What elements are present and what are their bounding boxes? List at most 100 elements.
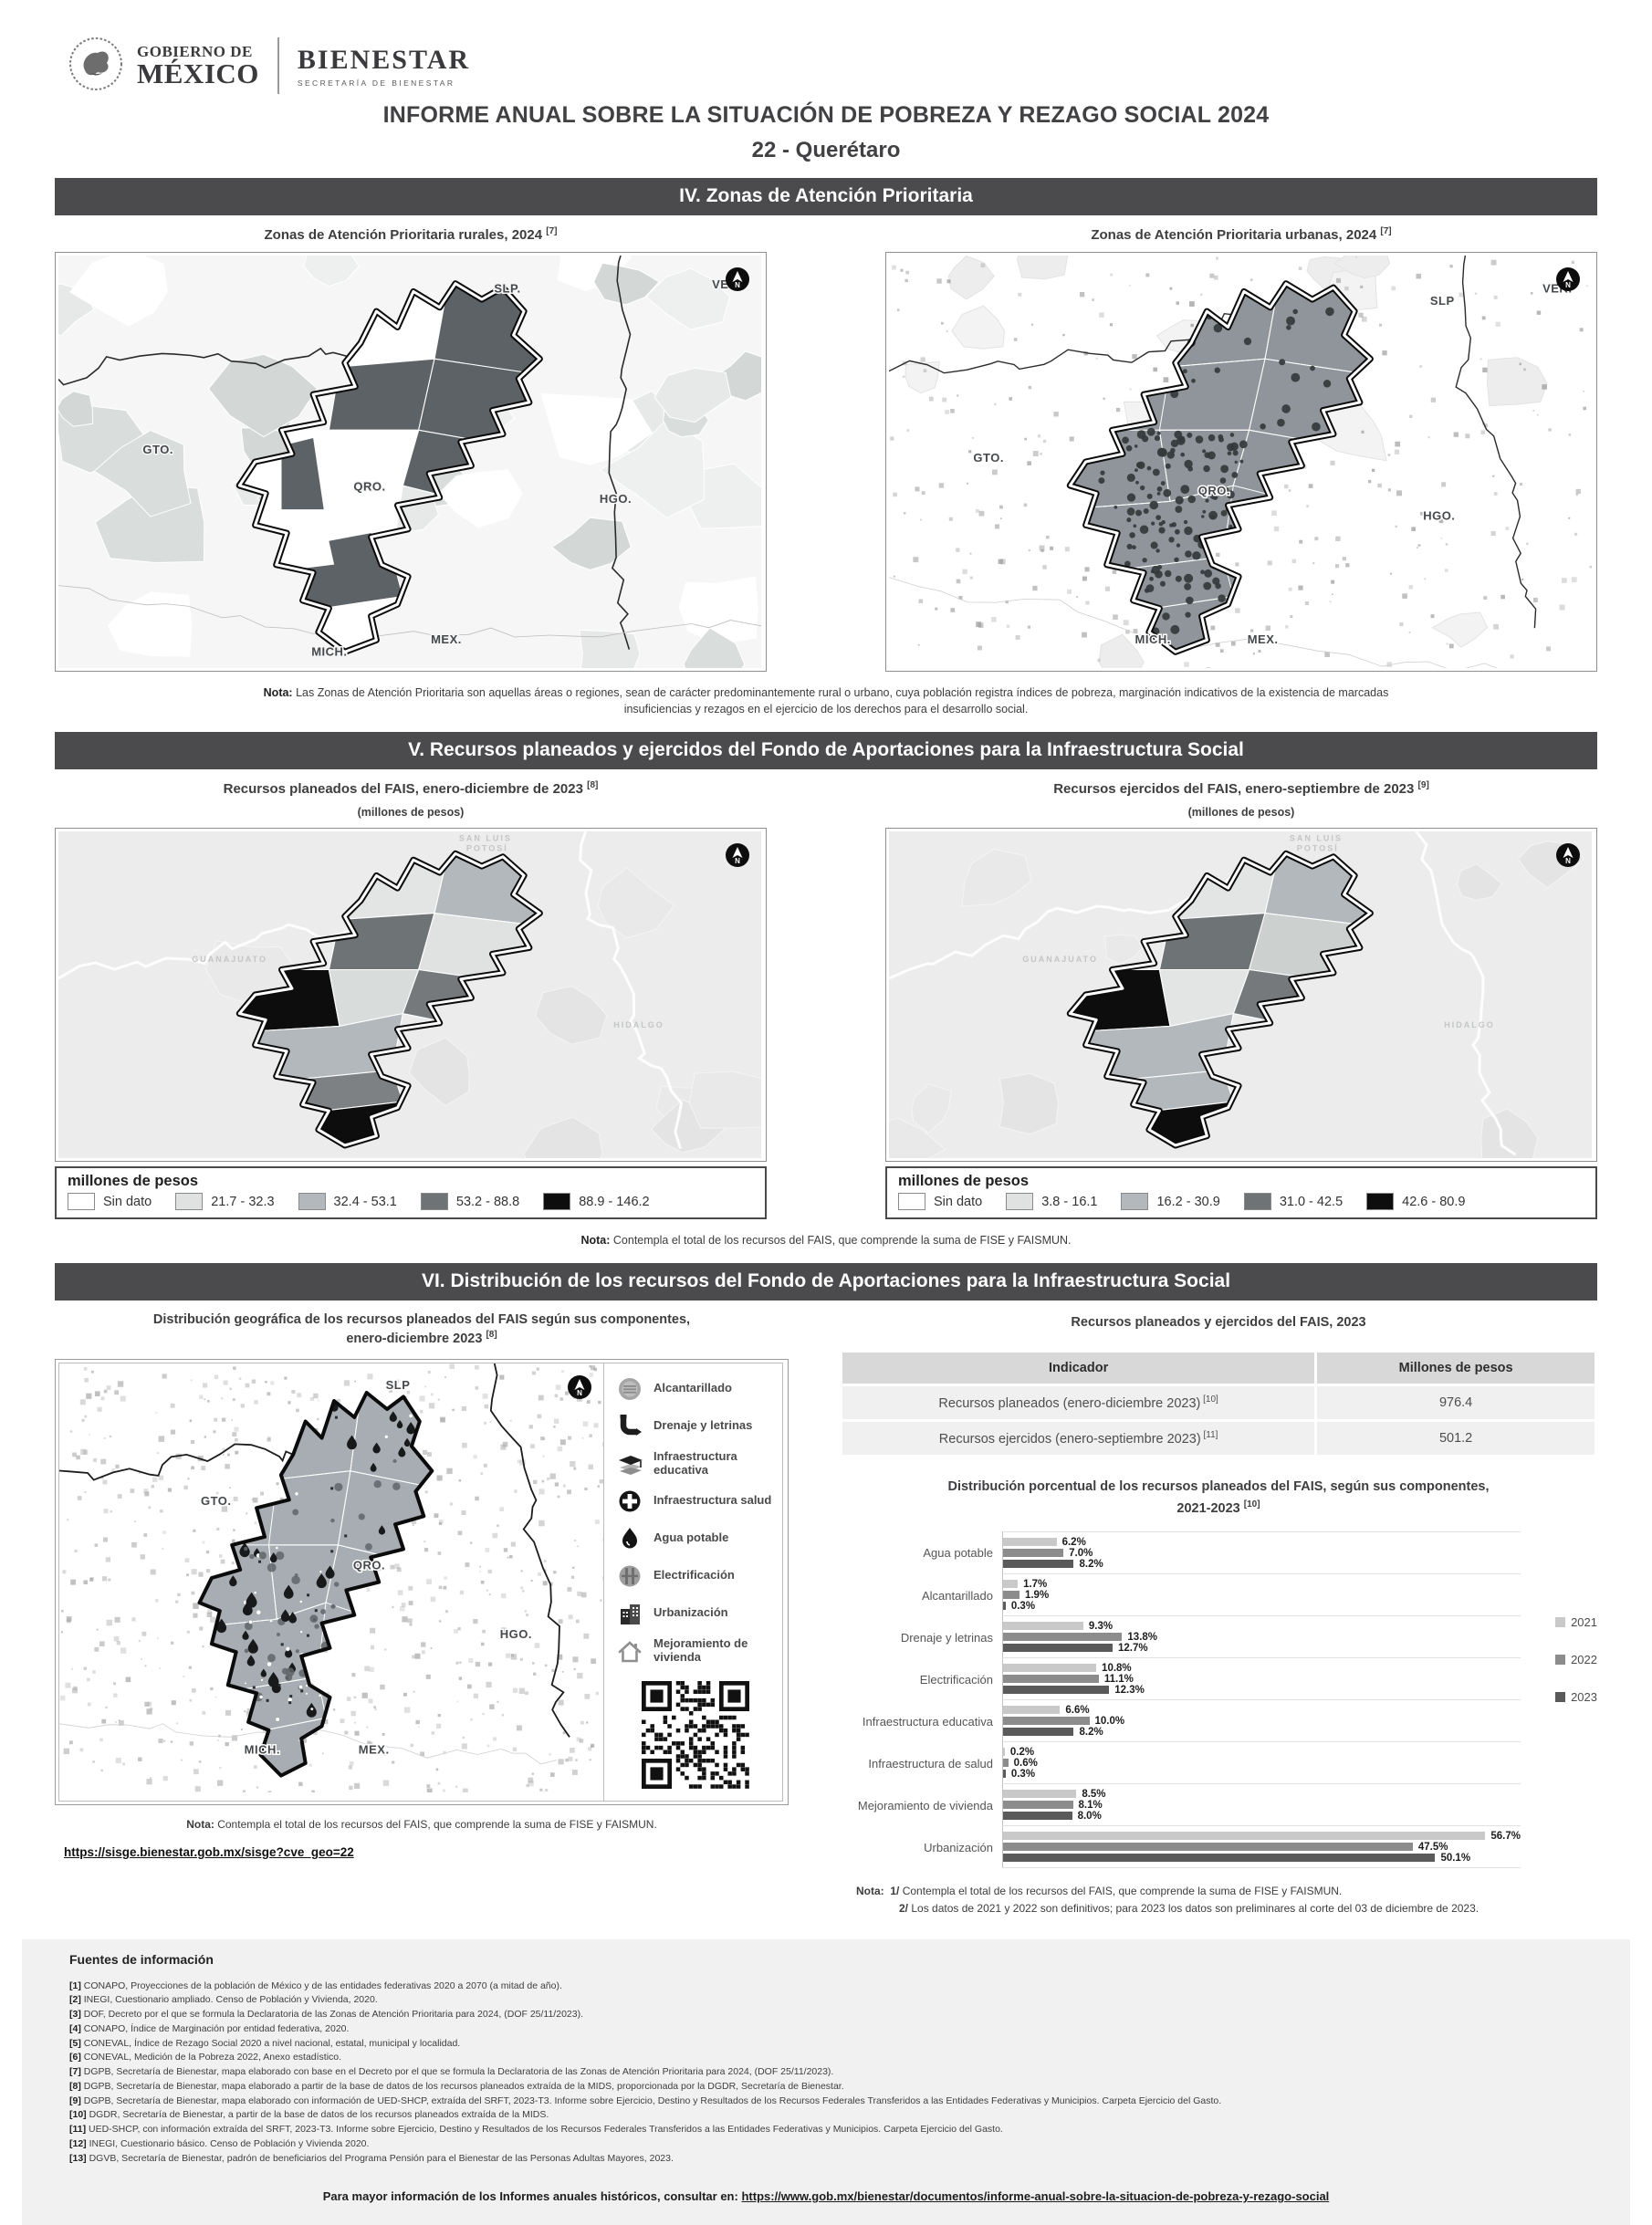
icon-legend-item: Drenaje y letrinas	[615, 1412, 775, 1441]
svg-text:HGO.: HGO.	[1423, 508, 1455, 522]
source-footnote: [13] DGVB, Secretaría de Bienestar, padr…	[69, 2152, 1583, 2167]
components-icon-legend: Alcantarillado Drenaje y letrinas Infraest…	[604, 1363, 783, 1802]
chart-note: Nota: 1/ Contempla el total de los recur…	[840, 1883, 1597, 1917]
chart-value-label: 8.0%	[1078, 1811, 1102, 1822]
section-iv-note: Nota: Las Zonas de Atención Prioritaria …	[242, 684, 1410, 717]
icon-legend-item: Mejoramiento de vivienda	[615, 1636, 775, 1666]
icon-legend-label: Infraestructura educativa	[653, 1450, 775, 1478]
sisge-link[interactable]: https://sisge.bienestar.gob.mx/sisge?cve…	[64, 1845, 354, 1859]
icon-legend-item: Alcantarillado	[615, 1374, 775, 1404]
infraestructura-salud-icon	[615, 1487, 644, 1516]
svg-text:SLP: SLP	[386, 1378, 411, 1392]
legend-item: 21.7 - 32.3	[175, 1193, 274, 1210]
chart-bar-2022: 8.1%	[1003, 1800, 1521, 1810]
chart-value-label: 8.2%	[1079, 1727, 1103, 1738]
qr-code	[642, 1681, 749, 1793]
gobierno-de-mexico-logo: GOBIERNO DE MÉXICO	[137, 44, 259, 89]
chart-category-label: Infraestructura educativa	[840, 1700, 1002, 1742]
svg-text:SAN LUIS: SAN LUIS	[459, 834, 512, 843]
svg-text:SAN LUIS: SAN LUIS	[1290, 834, 1343, 843]
chart-value-label: 0.3%	[1011, 1601, 1035, 1612]
north-arrow-icon: N	[726, 267, 749, 291]
legend-item: Sin dato	[68, 1193, 152, 1210]
chart-bar-2022: 13.8%	[1003, 1632, 1521, 1642]
drenaje-icon	[615, 1412, 644, 1441]
legend-item: Sin dato	[898, 1193, 982, 1210]
chart-value-label: 47.5%	[1418, 1842, 1448, 1853]
section-vi-header: VI. Distribución de los recursos del Fon…	[55, 1263, 1597, 1301]
chart-value-label: 0.3%	[1011, 1769, 1035, 1780]
chart-value-label: 1.9%	[1025, 1590, 1049, 1601]
legend-label: 53.2 - 88.8	[456, 1195, 519, 1209]
svg-text:MICH.: MICH.	[245, 1743, 280, 1757]
chart-value-label: 10.0%	[1095, 1716, 1125, 1727]
table-cell-value: 976.4	[1317, 1386, 1594, 1419]
chart-category-label: Drenaje y letrinas	[840, 1616, 1002, 1658]
chart-value-label: 8.2%	[1079, 1559, 1103, 1570]
chart-bar-2021: 6.6%	[1003, 1705, 1521, 1715]
legend-swatch	[1366, 1193, 1394, 1210]
chart-bar-2021: 56.7%	[1003, 1831, 1521, 1841]
executed-map-title: Recursos ejercidos del FAIS, enero-septi…	[885, 780, 1597, 819]
svg-text:QRO.: QRO.	[353, 1558, 385, 1572]
icon-legend-item: Electrificación	[615, 1562, 775, 1591]
chart-value-label: 1.7%	[1023, 1579, 1047, 1590]
chart-value-label: 6.6%	[1065, 1705, 1089, 1716]
icon-legend-label: Drenaje y letrinas	[653, 1419, 752, 1433]
svg-text:SLP: SLP	[1430, 294, 1455, 308]
icon-legend-label: Mejoramiento de vivienda	[653, 1637, 775, 1665]
legend-label: Sin dato	[103, 1195, 152, 1209]
chart-bar-2023: 12.7%	[1003, 1643, 1521, 1653]
svg-text:HGO.: HGO.	[500, 1627, 532, 1641]
infraestructura-educativa-icon	[615, 1449, 644, 1478]
source-footnote: [2] INEGI, Cuestionario ampliado. Censo …	[69, 1993, 1583, 2008]
north-arrow-icon: N	[568, 1375, 591, 1399]
chart-category-row: Infraestructura educativa 6.6% 10.0%8.2%	[840, 1700, 1521, 1742]
chart-title: Distribución porcentual de los recursos …	[840, 1478, 1597, 1519]
svg-text:N: N	[1565, 857, 1571, 865]
table-row: Recursos planeados (enero-diciembre 2023…	[842, 1386, 1594, 1419]
legend-label: 88.9 - 146.2	[579, 1195, 649, 1209]
chart-bar-2023: 0.3%	[1003, 1769, 1521, 1779]
source-footnote: [9] DGPB, Secretaría de Bienestar, mapa …	[69, 2094, 1583, 2109]
svg-text:HIDALGO: HIDALGO	[1444, 1020, 1495, 1029]
chart-value-label: 8.1%	[1079, 1800, 1103, 1811]
icon-legend-label: Alcantarillado	[653, 1382, 732, 1395]
header: GOBIERNO DE MÉXICO BIENESTAR SECRETARÍA …	[55, 31, 1597, 163]
sources-heading: Fuentes de información	[69, 1952, 1583, 1967]
legend-swatch	[543, 1193, 570, 1210]
svg-text:HGO.: HGO.	[600, 492, 632, 506]
icon-legend-label: Infraestructura salud	[653, 1494, 771, 1508]
svg-text:SLP.: SLP.	[494, 282, 520, 296]
source-footnote: [4] CONAPO, Índice de Marginación por en…	[69, 2022, 1583, 2037]
table-cell-value: 501.2	[1317, 1422, 1594, 1455]
section-v-header: V. Recursos planeados y ejercidos del Fo…	[55, 732, 1597, 769]
legend-label: 31.0 - 42.5	[1280, 1195, 1343, 1209]
chart-bar-2022: 47.5%	[1003, 1842, 1521, 1852]
legend-item: 53.2 - 88.8	[421, 1193, 519, 1210]
legend-swatch	[1006, 1193, 1033, 1210]
brand-area: GOBIERNO DE MÉXICO BIENESTAR SECRETARÍA …	[68, 31, 1597, 100]
svg-text:N: N	[735, 281, 740, 289]
legend-swatch	[1244, 1193, 1271, 1210]
chart-legend-item-2022: 2022	[1555, 1653, 1597, 1666]
historic-reports-link[interactable]: https://www.gob.mx/bienestar/documentos/…	[741, 2189, 1329, 2203]
legend-item: 16.2 - 30.9	[1121, 1193, 1219, 1210]
chart-value-label: 0.2%	[1010, 1747, 1034, 1758]
brand-divider	[277, 37, 279, 94]
source-footnote: [12] INEGI, Cuestionario básico. Censo d…	[69, 2137, 1583, 2152]
chart-value-label: 7.0%	[1069, 1548, 1093, 1559]
table-cell-indicator: Recursos ejercidos (enero-septiembre 202…	[842, 1422, 1314, 1455]
legend-swatch	[175, 1193, 203, 1210]
svg-text:QRO.: QRO.	[353, 480, 385, 494]
legend-item: 88.9 - 146.2	[543, 1193, 649, 1210]
north-arrow-icon: N	[1556, 267, 1580, 291]
